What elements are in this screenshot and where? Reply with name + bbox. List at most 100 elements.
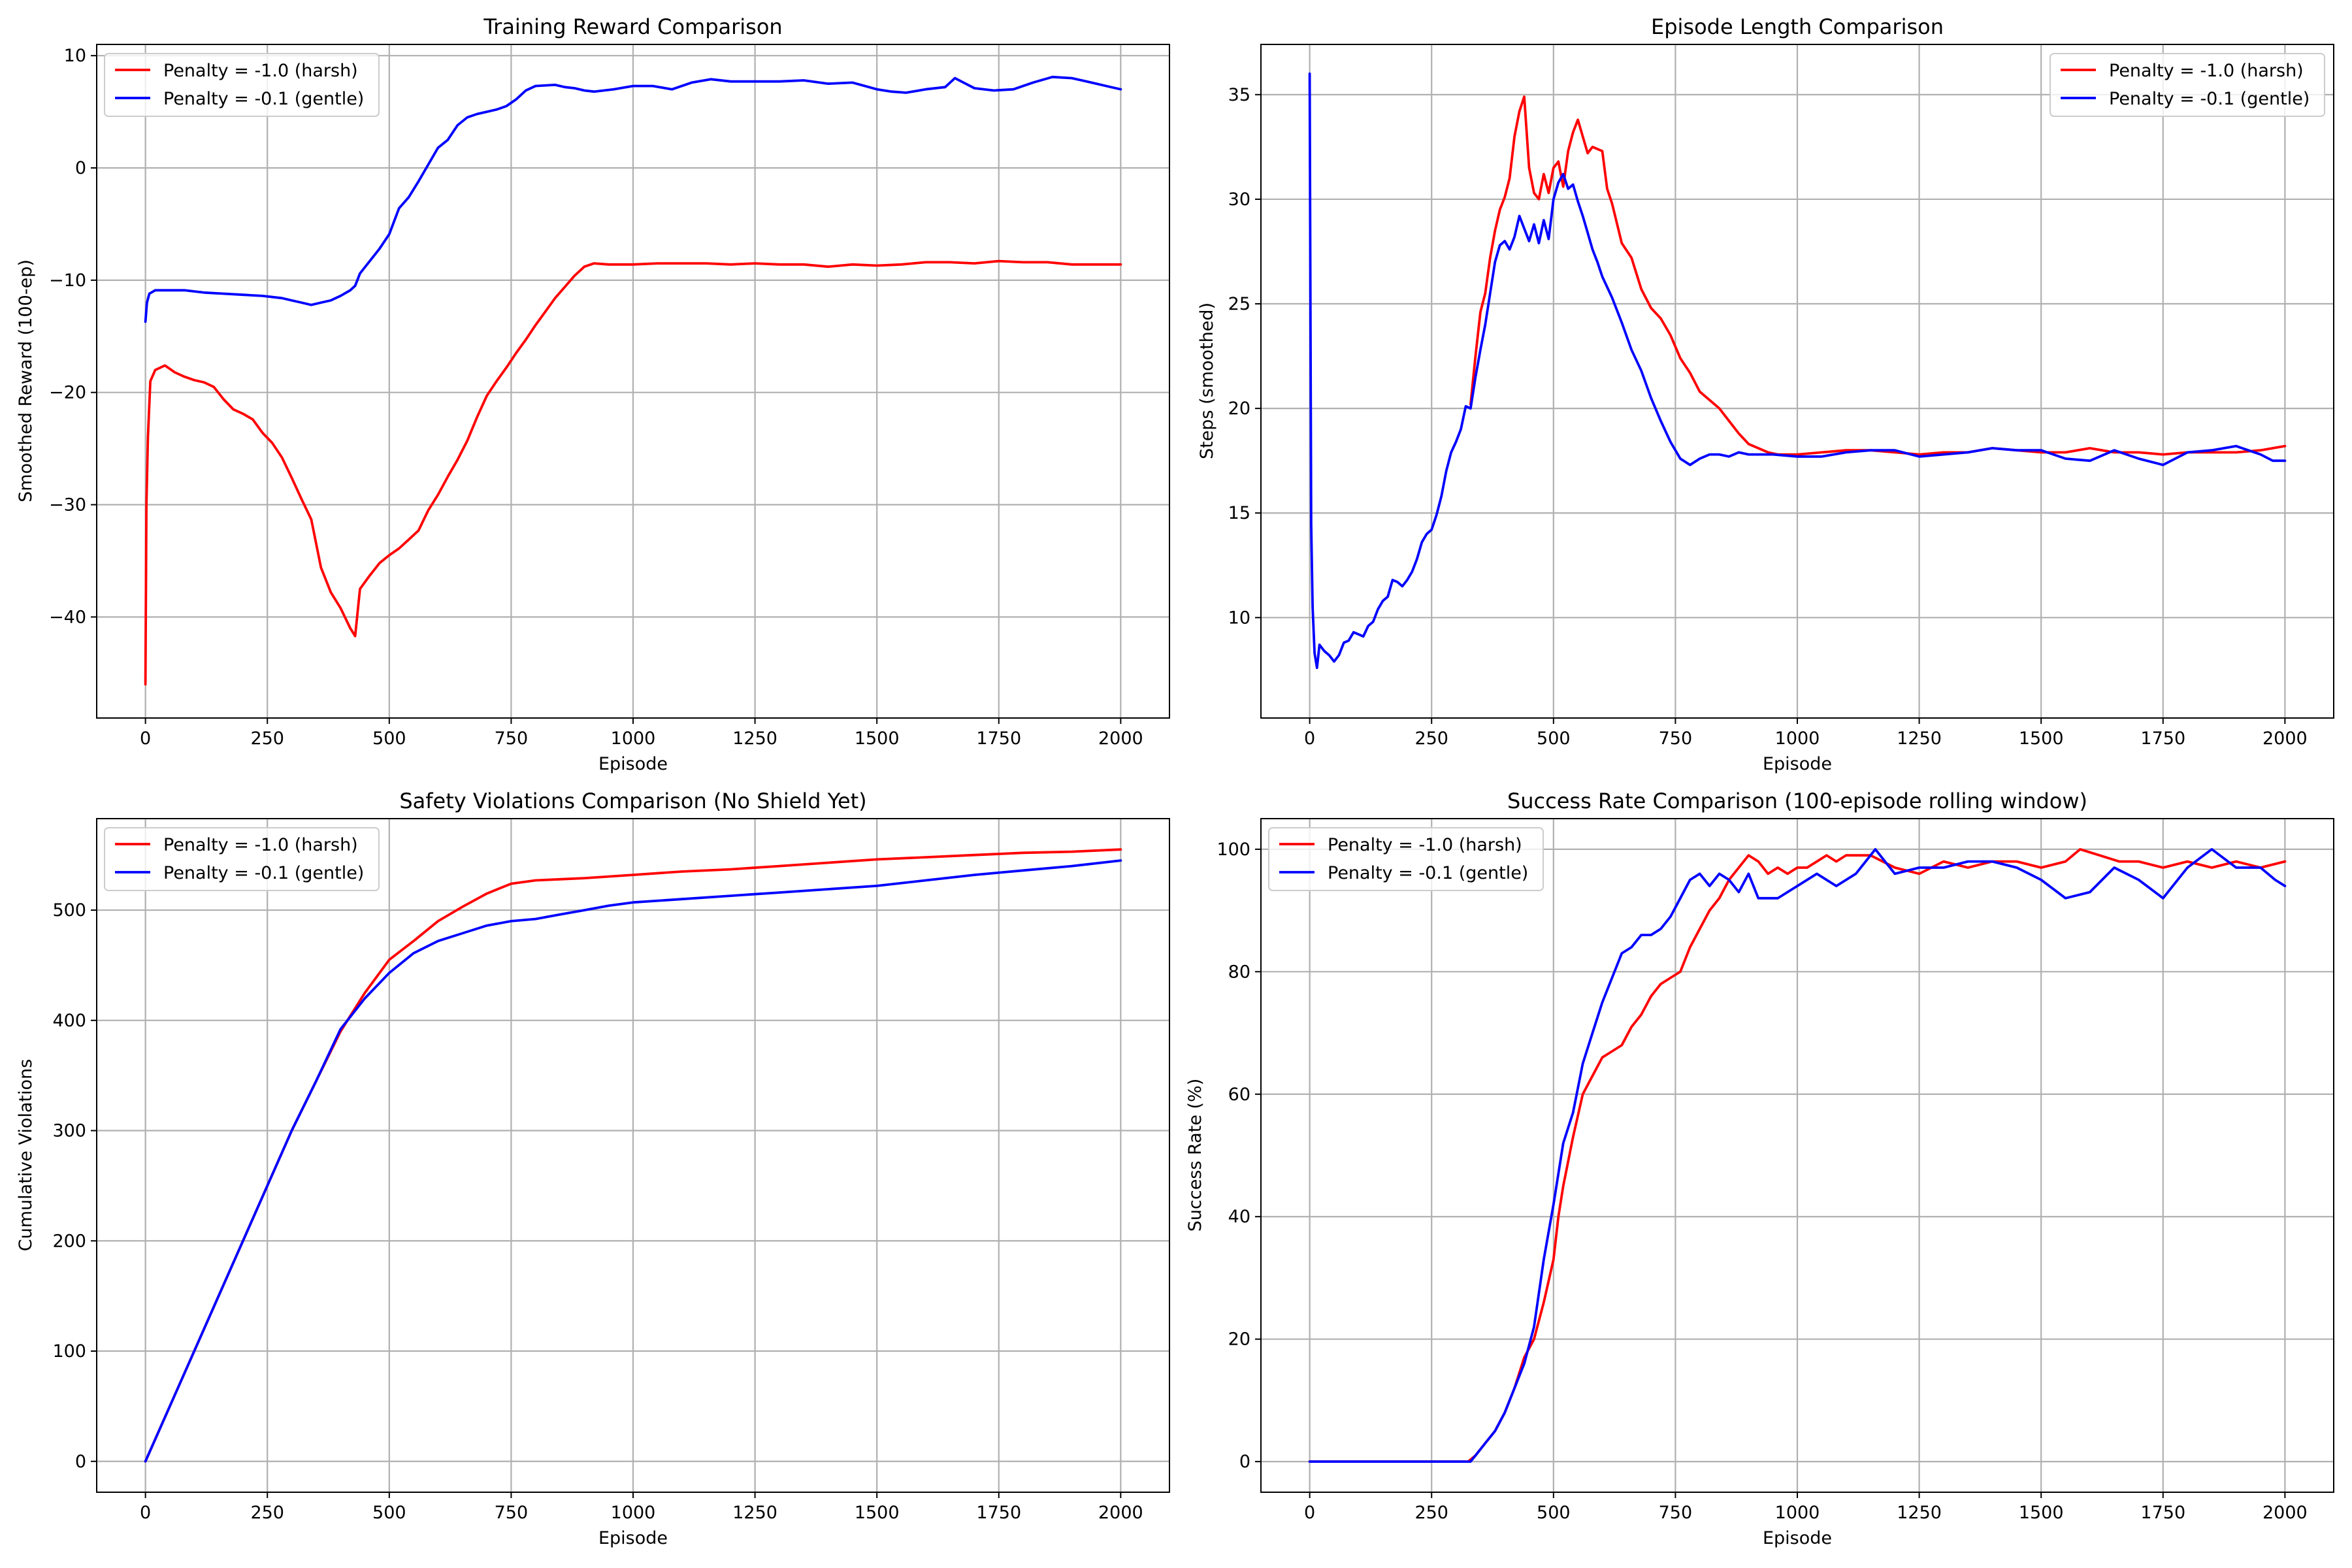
- panel-3-series-gentle-line: [144, 859, 1122, 1463]
- panel-4-legend-frame: [1268, 827, 1544, 891]
- panel-2-x-tick-label: 1250: [1897, 728, 1942, 749]
- panel-4-y-tick-label: 40: [1228, 1207, 1250, 1227]
- panel-safety-violations: 0 250 500 750 1000 1250 1500 1750 2000 0 100 200 30…: [16, 789, 1170, 1548]
- panel-2-x-tick-label: 500: [1537, 728, 1571, 749]
- panel-3-legend-gentle-label: Penalty = -0.1 (gentle): [163, 863, 364, 883]
- panel-3-series: [144, 848, 1122, 1463]
- panel-2-legend: Penalty = -1.0 (harsh) Penalty = -0.1 (g…: [2050, 53, 2325, 117]
- panel-4-x-axis-label: Episode: [1763, 1528, 1832, 1548]
- panel-1-y-tick-label: −30: [49, 495, 86, 515]
- panel-1-legend: Penalty = -1.0 (harsh) Penalty = -0.1 (g…: [104, 53, 380, 117]
- panel-2-y-tick-label: 25: [1228, 294, 1250, 314]
- panel-2-series: [1308, 72, 2287, 670]
- panel-1-x-tick-label: 2000: [1098, 728, 1143, 749]
- panel-2-y-tick-label: 35: [1228, 85, 1250, 105]
- panel-2-legend-gentle-label: Penalty = -0.1 (gentle): [2109, 89, 2310, 109]
- panel-2-x-tick-label: 750: [1659, 728, 1693, 749]
- panel-1-grid: [97, 44, 1169, 718]
- panel-4-x-tick-label: 2000: [2262, 1503, 2308, 1523]
- panel-3-legend: Penalty = -1.0 (harsh) Penalty = -0.1 (g…: [104, 827, 380, 891]
- panel-4-y-tick-label: 100: [1217, 840, 1250, 860]
- panel-3-legend-frame: [104, 827, 380, 891]
- panel-4-y-tick-label: 20: [1228, 1330, 1250, 1350]
- panel-2-y-tick-label: 15: [1228, 503, 1250, 523]
- panel-1-y-axis-label: Smoothed Reward (100-ep): [16, 259, 36, 502]
- panel-3-y-tick-label: 100: [52, 1341, 86, 1362]
- panel-3-grid: [97, 819, 1169, 1492]
- panel-4-x-tick-label: 500: [1537, 1503, 1571, 1523]
- panel-4-legend-harsh-label: Penalty = -1.0 (harsh): [1328, 835, 1522, 855]
- panel-1-series-gentle-line: [144, 75, 1122, 323]
- panel-1-y-ticks: −40 −30 −20 −10 0 10: [49, 46, 97, 627]
- panel-1-x-tick-label: 500: [372, 728, 406, 749]
- panel-3-x-tick-label: 1250: [732, 1503, 777, 1523]
- panel-3-y-tick-label: 300: [52, 1121, 86, 1141]
- panel-4-x-tick-label: 250: [1414, 1503, 1448, 1523]
- panel-2-y-tick-label: 10: [1228, 608, 1250, 628]
- panel-3-y-tick-label: 500: [52, 900, 86, 921]
- panel-2-x-tick-label: 2000: [2262, 728, 2308, 749]
- panel-4-title: Success Rate Comparison (100-episode rol…: [1507, 789, 2087, 813]
- panel-1-legend-harsh-label: Penalty = -1.0 (harsh): [163, 61, 358, 81]
- panel-3-y-tick-label: 400: [52, 1011, 86, 1031]
- panel-1-series: [144, 75, 1122, 686]
- panel-1-title: Training Reward Comparison: [483, 14, 782, 39]
- panel-4-y-tick-label: 60: [1228, 1085, 1250, 1105]
- panel-4-x-tick-label: 1250: [1897, 1503, 1942, 1523]
- panel-3-title: Safety Violations Comparison (No Shield …: [399, 789, 866, 813]
- panel-4-legend-gentle-label: Penalty = -0.1 (gentle): [1328, 863, 1528, 883]
- panel-4-y-axis-label: Success Rate (%): [1185, 1079, 1205, 1232]
- panel-1-legend-frame: [104, 53, 380, 117]
- panel-1-x-axis-label: Episode: [598, 754, 668, 774]
- panel-4-series-gentle-line: [1308, 848, 2287, 1463]
- panel-4-x-tick-label: 0: [1304, 1503, 1315, 1523]
- panel-1-x-tick-label: 1500: [855, 728, 900, 749]
- panel-3-x-tick-label: 0: [140, 1503, 151, 1523]
- panel-4-y-ticks: 0 20 40 60 80 100: [1217, 840, 1261, 1472]
- panel-3-x-tick-label: 500: [372, 1503, 406, 1523]
- panel-4-y-tick-label: 80: [1228, 962, 1250, 982]
- panel-3-x-tick-label: 1000: [611, 1503, 656, 1523]
- panel-1-y-tick-label: −10: [49, 270, 86, 291]
- panel-2-x-axis-label: Episode: [1763, 754, 1832, 774]
- panel-1-x-tick-label: 1000: [611, 728, 656, 749]
- panel-2-y-tick-label: 30: [1228, 189, 1250, 210]
- panel-3-x-tick-label: 2000: [1098, 1503, 1143, 1523]
- panel-1-y-tick-label: −40: [49, 607, 86, 627]
- panel-2-legend-frame: [2050, 53, 2325, 117]
- panel-2-y-ticks: 10 15 20 25 30 35: [1228, 85, 1261, 628]
- panel-4-series: [1308, 848, 2287, 1463]
- panel-1-x-tick-label: 1750: [976, 728, 1021, 749]
- panel-2-x-tick-label: 250: [1414, 728, 1448, 749]
- panel-4-x-tick-label: 1500: [2019, 1503, 2064, 1523]
- panel-4-series-harsh-line: [1308, 848, 2287, 1463]
- panel-1-series-harsh-line: [144, 259, 1122, 686]
- panel-1-x-tick-label: 750: [495, 728, 529, 749]
- panel-1-y-tick-label: −20: [49, 383, 86, 403]
- panel-2-grid: [1261, 44, 2334, 718]
- panel-4-y-tick-label: 0: [1239, 1452, 1250, 1472]
- panel-1-x-tick-label: 250: [250, 728, 284, 749]
- panel-2-x-ticks: 0 250 500 750 1000 1250 1500 1750 2000: [1304, 718, 2308, 749]
- panel-1-x-tick-label: 0: [140, 728, 151, 749]
- panel-3-x-tick-label: 750: [495, 1503, 529, 1523]
- panel-3-x-tick-label: 250: [250, 1503, 284, 1523]
- panel-3-x-ticks: 0 250 500 750 1000 1250 1500 1750 2000: [140, 1492, 1143, 1523]
- panel-3-legend-harsh-label: Penalty = -1.0 (harsh): [163, 835, 358, 855]
- panel-1-y-tick-label: 0: [75, 158, 86, 178]
- panel-success-rate: 0 250 500 750 1000 1250 1500 1750 2000 0 20 40 60 80…: [1185, 789, 2334, 1548]
- panel-1-y-tick-label: 10: [64, 46, 86, 66]
- panel-2-x-tick-label: 1000: [1775, 728, 1820, 749]
- panel-2-legend-harsh-label: Penalty = -1.0 (harsh): [2109, 61, 2304, 81]
- panel-4-x-tick-label: 1000: [1775, 1503, 1820, 1523]
- panel-3-y-ticks: 0 100 200 300 400 500: [52, 900, 97, 1472]
- panel-3-y-tick-label: 0: [75, 1452, 86, 1472]
- panel-2-y-tick-label: 20: [1228, 399, 1250, 419]
- panel-4-legend: Penalty = -1.0 (harsh) Penalty = -0.1 (g…: [1268, 827, 1544, 891]
- panel-2-series-gentle-line: [1308, 72, 2287, 670]
- panel-3-x-tick-label: 1750: [976, 1503, 1021, 1523]
- panel-1-x-tick-label: 1250: [732, 728, 777, 749]
- panel-4-x-tick-label: 750: [1659, 1503, 1693, 1523]
- panel-episode-length: 0 250 500 750 1000 1250 1500 1750 2000 10 15 20 25 3…: [1197, 14, 2334, 774]
